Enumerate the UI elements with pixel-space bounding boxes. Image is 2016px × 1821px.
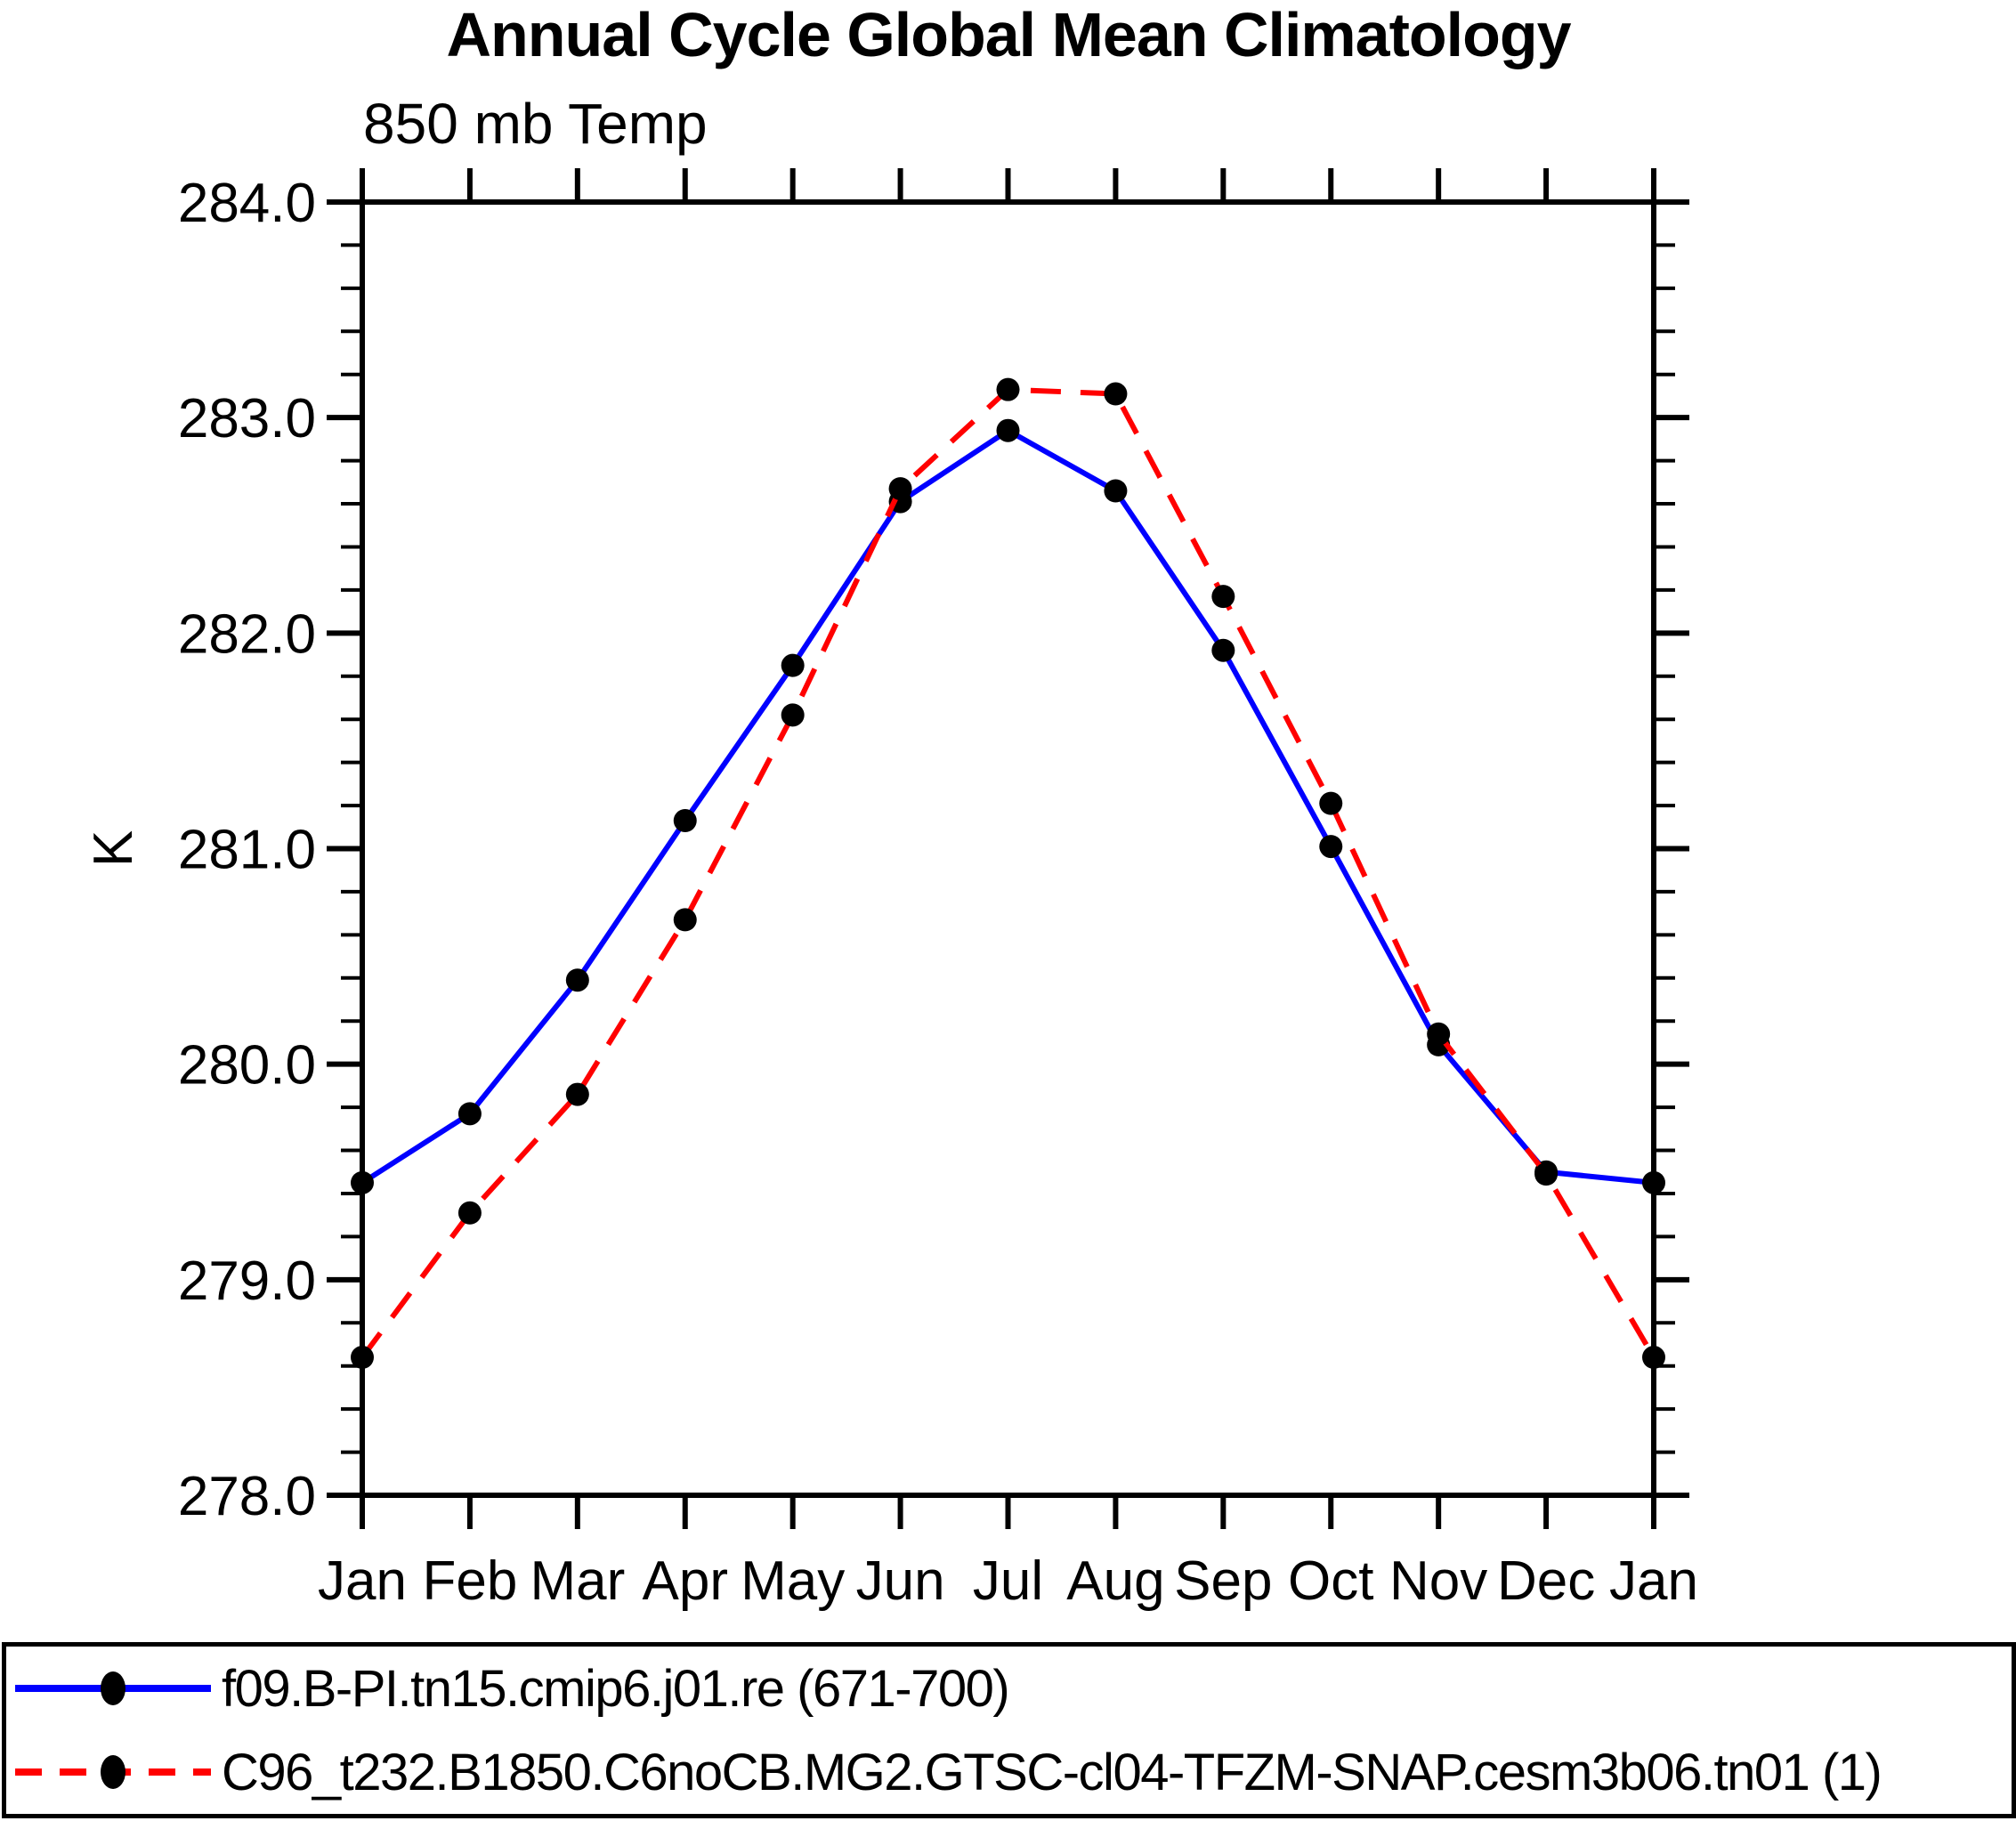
x-tick-label: Oct	[1288, 1550, 1373, 1612]
y-tick-label: 281.0	[178, 820, 316, 881]
data-point-marker	[673, 809, 697, 833]
x-tick-label: Sep	[1174, 1550, 1272, 1612]
data-point-marker	[565, 968, 589, 992]
data-point-marker	[1104, 479, 1128, 503]
data-point-marker	[1642, 1346, 1665, 1370]
y-axis-unit-label: K	[83, 830, 144, 867]
data-point-marker	[1104, 382, 1128, 406]
data-point-marker	[781, 703, 805, 727]
y-tick-label: 283.0	[178, 388, 316, 449]
plot-frame	[360, 199, 1656, 1498]
data-point-marker	[1211, 585, 1235, 609]
x-tick-label: Mar	[530, 1550, 625, 1612]
data-point-marker	[888, 477, 912, 501]
legend-line-sample-0	[15, 1671, 211, 1705]
data-point-marker	[673, 908, 697, 932]
data-point-marker	[1534, 1162, 1559, 1186]
y-tick-label: 280.0	[178, 1035, 316, 1097]
data-point-marker	[1319, 791, 1343, 815]
legend-label-1: C96_t232.B1850.C6noCB.MG2.GTSC-cl04-TFZM…	[222, 1743, 1882, 1801]
data-point-marker	[457, 1201, 482, 1225]
chart-title: Annual Cycle Global Mean Climatology	[446, 0, 1571, 69]
legend-label-0: f09.B-PI.tn15.cmip6.j01.re (671-700)	[222, 1659, 1010, 1718]
data-point-marker	[996, 377, 1020, 401]
legend-line-sample-1	[15, 1755, 211, 1789]
data-point-marker	[1319, 835, 1343, 859]
data-point-marker	[1211, 638, 1235, 662]
x-tick-label: Jul	[973, 1550, 1043, 1612]
x-tick-label: Dec	[1497, 1550, 1595, 1612]
x-tick-label: Jun	[856, 1550, 945, 1612]
legend: f09.B-PI.tn15.cmip6.j01.re (671-700) C96…	[2, 1642, 2016, 1818]
x-tick-label: Nov	[1389, 1550, 1487, 1612]
chart-subtitle: 850 mb Temp	[363, 92, 708, 156]
x-tick-label: May	[741, 1550, 845, 1612]
data-point-marker	[781, 653, 805, 677]
data-point-marker	[1642, 1170, 1665, 1194]
legend-marker-icon	[101, 1755, 125, 1789]
data-point-marker	[351, 1170, 374, 1194]
y-tick-label: 282.0	[178, 603, 316, 665]
series-line-0	[360, 427, 1655, 1186]
data-point-marker	[996, 418, 1020, 442]
y-tick-label: 278.0	[178, 1466, 316, 1527]
data-point-marker	[1427, 1022, 1451, 1046]
x-tick-label: Feb	[422, 1550, 517, 1612]
y-tick-label: 279.0	[178, 1250, 316, 1312]
x-tick-label: Apr	[643, 1550, 728, 1612]
legend-item-1: C96_t232.B1850.C6noCB.MG2.GTSC-cl04-TFZM…	[6, 1730, 2012, 1814]
y-tick-label: 284.0	[178, 173, 316, 234]
data-point-marker	[351, 1346, 374, 1370]
x-tick-label: Jan	[318, 1550, 407, 1612]
series-line-1	[360, 386, 1656, 1359]
legend-item-0: f09.B-PI.tn15.cmip6.j01.re (671-700)	[6, 1647, 2012, 1730]
data-point-marker	[457, 1102, 482, 1126]
x-tick-label: Jan	[1609, 1550, 1698, 1612]
data-point-marker	[565, 1082, 589, 1106]
legend-marker-icon	[101, 1671, 125, 1705]
x-tick-label: Aug	[1066, 1550, 1164, 1612]
